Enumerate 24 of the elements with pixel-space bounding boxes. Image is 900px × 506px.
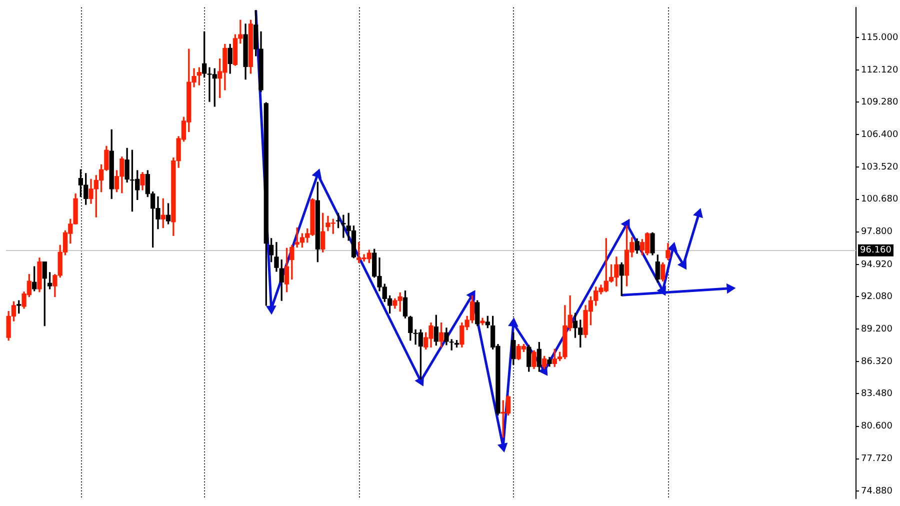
y-tick-label: 115.000	[861, 32, 898, 43]
y-tick-label: 100.680	[861, 194, 898, 205]
y-tick-label: 94.920	[861, 260, 893, 270]
point	[312, 168, 322, 179]
point	[677, 259, 687, 270]
y-tick-label: 74.880	[861, 486, 893, 496]
point	[693, 208, 703, 218]
y-tick-label: 86.320	[861, 356, 893, 367]
y-tick-label: 109.280	[861, 97, 898, 108]
point	[497, 442, 508, 452]
y-tick-label: 112.120	[861, 65, 898, 76]
y-tick-label: 92.080	[861, 292, 893, 302]
point	[414, 376, 424, 386]
y-tick-label: 89.200	[861, 324, 893, 334]
y-tick-label: 83.480	[861, 389, 893, 400]
point	[667, 242, 678, 252]
y-tick-label: 77.720	[861, 454, 893, 464]
y-tick-label: 97.800	[861, 227, 893, 238]
ref-line-label: 96.160	[860, 246, 892, 256]
point	[656, 286, 666, 296]
y-tick-label: 106.400	[861, 130, 898, 140]
y-tick-label: 80.600	[861, 422, 893, 432]
y-tick-label: 103.520	[861, 162, 898, 173]
point	[266, 305, 276, 315]
